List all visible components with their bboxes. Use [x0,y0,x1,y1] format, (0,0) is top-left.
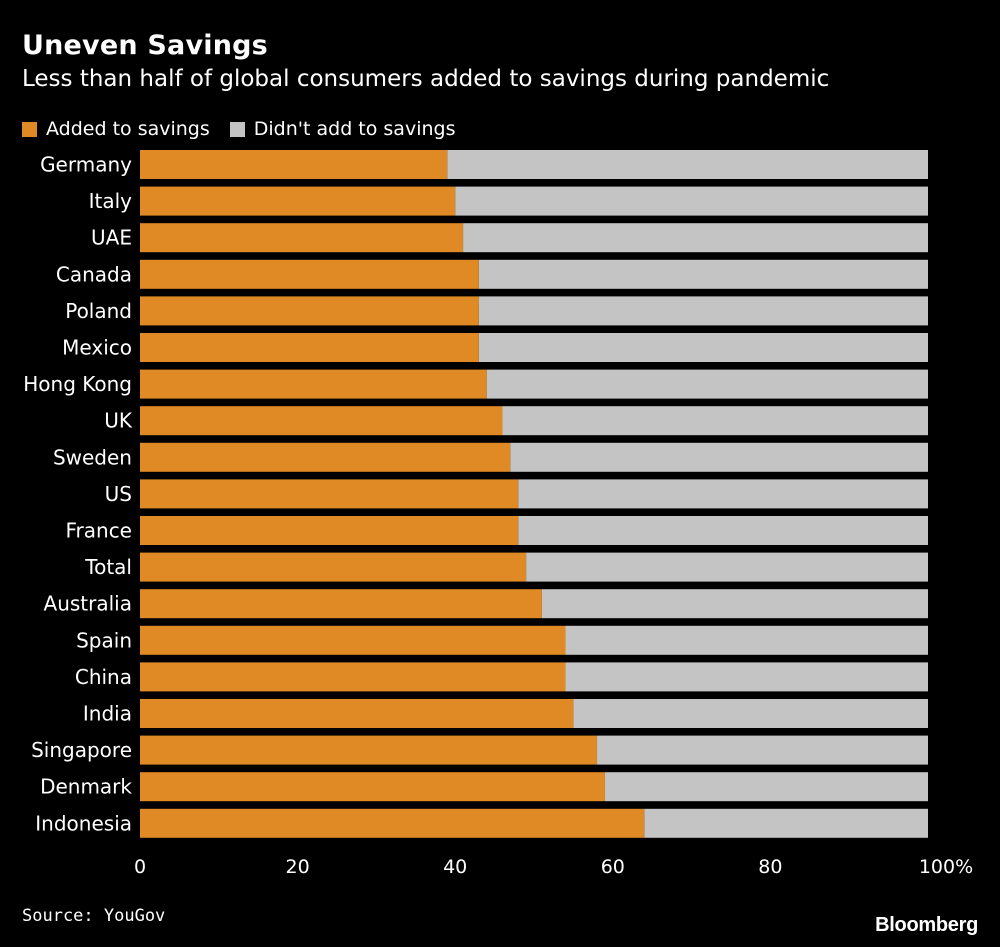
bar-uk-not-added [502,406,928,436]
bar-poland-added [140,296,479,326]
x-tick-label: 60 [601,856,625,878]
category-label-india: India [83,702,132,726]
x-tick-label: 20 [286,856,310,878]
x-tick-label: 0 [134,856,146,878]
chart-subtitle: Less than half of global consumers added… [22,66,830,92]
bar-hong-kong-added [140,369,487,399]
bar-denmark-added [140,772,605,802]
category-label-germany: Germany [40,153,132,177]
bar-total-not-added [526,552,928,582]
bar-mexico-added [140,333,479,362]
legend: Added to savings Didn't add to savings [22,118,475,140]
category-label-uk: UK [104,409,133,433]
legend-label-not-added: Didn't add to savings [253,118,456,140]
x-tick-label: 100% [919,856,973,878]
bar-mexico-not-added [478,333,928,362]
bar-us-not-added [518,479,928,509]
legend-swatch-added [22,121,37,137]
stacked-bar-chart: Germany Italy UAE Canada Poland Mexico Hong Ko… [23,150,973,878]
bar-france-not-added [518,516,928,545]
legend-item-added: Added to savings [22,118,210,140]
category-label-uae: UAE [91,226,132,250]
bar-us-added [140,479,519,509]
category-label-total: Total [84,555,132,579]
category-label-indonesia: Indonesia [35,811,132,835]
bar-india-not-added [573,699,928,728]
bar-germany-not-added [447,150,928,179]
category-label-sweden: Sweden [53,445,132,469]
bar-uae-added [140,223,464,253]
category-label-australia: Australia [44,592,132,616]
category-label-china: China [75,665,132,689]
x-tick-label: 80 [758,856,782,878]
category-label-spain: Spain [76,628,132,652]
bar-uk-added [140,406,503,436]
bar-australia-added [140,589,542,619]
bar-china-added [140,662,566,692]
category-label-canada: Canada [56,262,132,286]
bar-india-added [140,699,574,728]
bar-spain-added [140,625,566,655]
bar-poland-not-added [478,296,928,326]
category-label-poland: Poland [65,299,132,323]
chart-title: Uneven Savings [22,30,268,61]
bar-singapore-added [140,735,598,765]
brand-logo: Bloomberg [875,914,978,936]
legend-swatch-not-added [229,121,245,137]
bar-hong-kong-not-added [486,369,928,399]
category-label-us: US [105,482,132,506]
bar-italy-added [140,186,456,216]
category-label-mexico: Mexico [62,336,132,360]
bar-singapore-not-added [597,735,928,765]
category-label-italy: Italy [89,189,133,213]
bar-sweden-added [140,442,511,472]
bar-indonesia-not-added [644,808,928,838]
source-note: Source: YouGov [22,906,166,926]
legend-label-added: Added to savings [46,118,210,140]
bar-uae-not-added [463,223,928,253]
bar-indonesia-added [140,808,645,838]
legend-item-not-added: Didn't add to savings [229,118,456,140]
bar-spain-not-added [565,625,928,655]
bar-canada-not-added [478,259,928,289]
bar-total-added [140,552,527,582]
bar-sweden-not-added [510,442,928,472]
bar-denmark-not-added [604,772,928,802]
x-tick-label: 40 [443,856,467,878]
category-label-denmark: Denmark [40,775,132,799]
category-label-france: France [65,519,132,543]
category-label-hong-kong: Hong Kong [23,372,132,396]
category-label-singapore: Singapore [31,738,132,762]
bar-canada-added [140,259,479,289]
bar-australia-not-added [541,589,928,619]
bar-china-not-added [565,662,928,692]
bar-italy-not-added [455,186,928,216]
bar-france-added [140,516,519,545]
bar-germany-added [140,150,448,179]
